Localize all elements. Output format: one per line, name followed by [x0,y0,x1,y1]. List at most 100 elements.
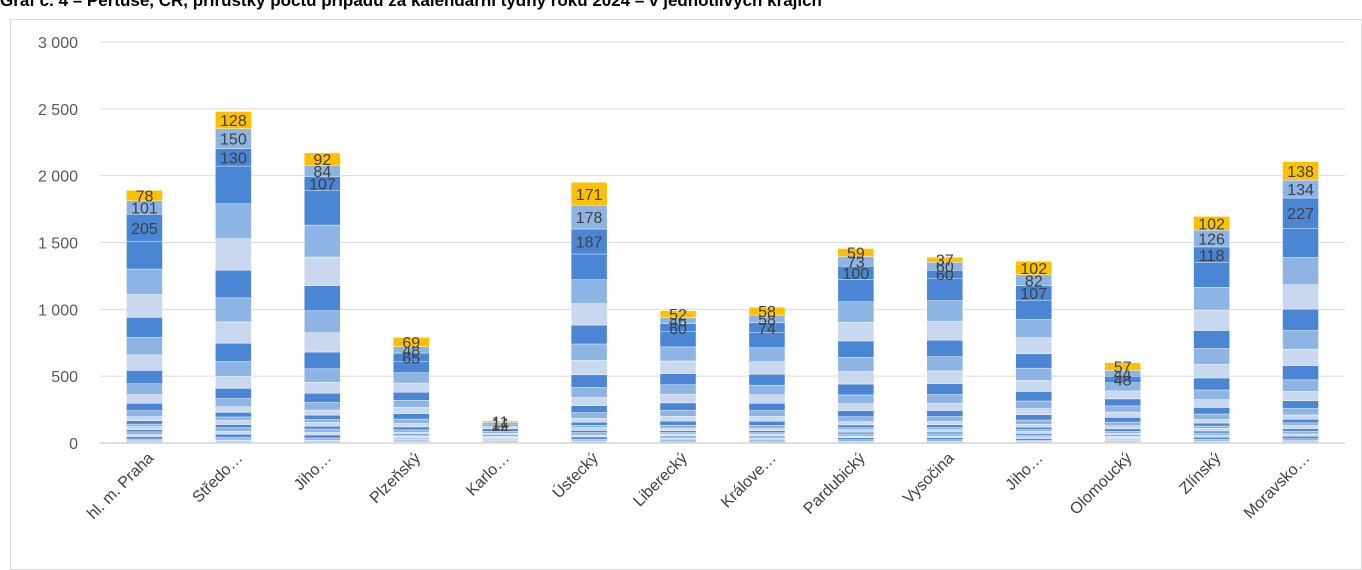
bar-segment [1015,319,1052,338]
data-label: 78 [136,189,154,206]
x-category-label: Králove… [718,450,780,512]
bar-segment [1193,428,1230,432]
bar-segment [393,372,430,384]
data-label: 11 [492,415,509,432]
bar-segment [1282,430,1319,435]
bar-segment [1104,417,1141,423]
x-category-label: Liberecký [630,450,690,510]
bar-segment [215,437,252,441]
bar-segment [1104,421,1141,427]
bar-segment [126,423,163,427]
bar-segment [1015,436,1052,439]
bar-segment [126,410,163,417]
bar-segment [126,354,163,371]
bar-segment [304,428,341,433]
bar-segment [126,436,163,440]
bar-segment-top [126,190,163,201]
x-category-label: Pardubický [801,450,869,518]
bar-segment [570,360,608,376]
y-tick-label: 0 [69,436,78,453]
bar-segment [215,431,252,435]
bar-segment-top [1193,216,1230,231]
bar-segment [304,190,341,226]
bar-segment [1104,411,1141,418]
bar-segment [304,425,341,430]
bar-segment [304,437,341,441]
data-label: 48 [1114,373,1132,390]
bar-segment [926,439,964,442]
bar-segment [837,383,875,396]
bar-segment [570,405,608,413]
bar-segment [215,321,252,344]
bar-segment [837,435,875,438]
bar-segment [304,422,341,427]
bar-segment [215,427,252,432]
bar-segment [659,428,697,431]
bar-segment [1282,308,1319,331]
bar-segment [926,416,964,422]
bar-segment [926,424,964,428]
bar-segment [215,398,252,408]
data-label: 171 [576,187,603,204]
data-label: 58 [758,304,776,321]
data-label: 52 [669,307,687,324]
bar-segment [1193,437,1230,440]
data-label: 130 [220,150,247,167]
bar-segment [1104,431,1141,434]
bar-segment [215,238,252,271]
bar-segment [126,426,163,430]
bar-segment [926,429,964,433]
bar-segment [748,428,786,431]
bar-segment [659,420,697,426]
bar-segment [126,431,163,435]
bar-segment [1015,439,1052,442]
bar-segment [1193,439,1230,442]
bar-segment [1193,399,1230,408]
bar-segment [570,436,608,440]
bar-segment [837,279,875,302]
bar-segment-top [393,337,430,347]
bar-segment [393,382,430,393]
bar-segment [837,340,875,358]
data-label: 59 [847,245,865,262]
data-label: 138 [1287,164,1314,181]
bar-segment [926,427,964,430]
y-tick-label: 500 [51,369,78,386]
data-label: 102 [1198,216,1225,233]
bar-segment [837,416,875,422]
bar-segment-top [304,152,341,166]
bar-segment [1193,407,1230,415]
bar-segment [1282,257,1319,285]
data-label: 187 [576,234,603,251]
data-label: 126 [1198,231,1225,248]
bar-segment [304,310,341,333]
bar-segment [126,268,163,295]
data-label: 48 [402,343,420,360]
bar-segment [393,392,430,401]
bar-segment [659,432,697,435]
bar-segment [659,433,697,436]
bar-segment [748,403,786,411]
bar-segment [1104,425,1141,430]
bar-segment [837,403,875,411]
bar-segment [570,324,608,345]
bar-segment [570,439,608,442]
bar-segment [748,410,786,417]
bar-segment [837,357,875,372]
bar-segment [659,360,697,374]
bar-segment [126,394,163,404]
bar-segment [126,337,163,356]
bar-segment [1015,400,1052,409]
bar-segment [1015,380,1052,392]
data-label: 60 [936,259,954,276]
bar-segment [1282,330,1319,350]
bar-segment [837,433,875,437]
bar-segment [1282,365,1319,381]
bar-segment [304,409,341,416]
x-category-label: Středo… [190,450,247,507]
bar-segment [1193,435,1230,438]
y-tick-label: 1 500 [38,236,78,253]
bar-segment [926,410,964,417]
bar-segment [1282,228,1319,258]
bar-segment [215,376,252,389]
